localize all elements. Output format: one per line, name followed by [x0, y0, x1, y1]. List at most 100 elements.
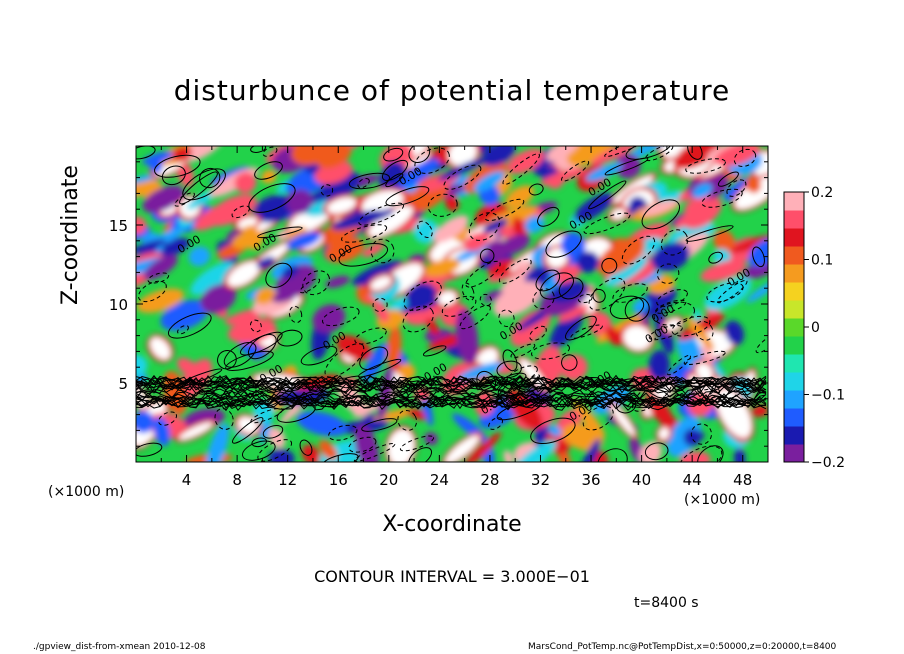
contour-line [249, 319, 262, 333]
contour-line [685, 225, 734, 242]
contour-line [328, 424, 358, 441]
field-blob [377, 366, 394, 420]
x-tick-label: 12 [278, 471, 297, 489]
field-blob [730, 234, 768, 253]
field-blob [482, 218, 508, 234]
contour-line [300, 345, 338, 366]
contour-line [137, 280, 167, 303]
colorbar-swatch [784, 372, 804, 391]
contour-line [257, 226, 303, 239]
field-blob [194, 201, 237, 231]
field-blob [493, 281, 542, 318]
field-blob [457, 362, 504, 382]
contour-line [671, 315, 711, 337]
field-blob [150, 337, 171, 360]
contour-line [496, 360, 522, 379]
contour-line [531, 342, 570, 360]
contour-line [357, 177, 370, 189]
contour-line [529, 325, 547, 341]
contour-line [577, 293, 593, 304]
contour-line [262, 146, 278, 157]
x-units-right: (×1000 m) [684, 492, 761, 508]
field-blob [200, 283, 237, 314]
contour-line [588, 180, 627, 210]
contour-line [179, 171, 218, 205]
x-tick-label: 20 [379, 471, 398, 489]
contour-line [247, 333, 277, 360]
field-blob [524, 215, 545, 234]
contour-line [153, 154, 201, 178]
field-blob [261, 169, 277, 184]
x-units-left: (×1000 m) [48, 484, 125, 500]
contour-line [225, 350, 274, 371]
contour-line [592, 288, 606, 303]
contour-line [588, 277, 626, 311]
colorbar-swatch [784, 318, 804, 337]
field-blob [272, 288, 300, 303]
colorbar-tick-label: 0 [811, 320, 820, 336]
contour-line [570, 324, 603, 339]
contour-line [408, 447, 433, 462]
field-blob [143, 254, 178, 280]
field-blob [514, 260, 533, 271]
field-blob [153, 416, 171, 447]
contour-line [502, 153, 540, 185]
field-blob [136, 354, 148, 376]
field-blob [362, 242, 385, 258]
field-blob [286, 231, 321, 250]
field-blob [746, 279, 768, 303]
field-blob [506, 388, 543, 430]
field-blob [560, 232, 586, 259]
field-blob [400, 298, 440, 313]
field-blob [745, 175, 762, 194]
field-blob [188, 246, 211, 267]
x-tick-label: 36 [581, 471, 600, 489]
colorbar-swatch [784, 282, 804, 301]
field-blob [190, 261, 235, 296]
contour-line [136, 146, 156, 160]
field-blob [368, 205, 413, 238]
contour-line [701, 188, 743, 208]
contour-line [479, 293, 492, 307]
contour-line [136, 392, 767, 405]
contour-line [136, 375, 767, 388]
y-tick-label: 15 [109, 217, 128, 235]
contour-line [498, 309, 515, 327]
contour-line [685, 158, 726, 174]
field-blob [683, 428, 702, 447]
field-blob [546, 146, 580, 162]
contour-line [354, 327, 387, 345]
contour-line [248, 183, 296, 213]
contour-line [265, 262, 293, 288]
field-blob [232, 230, 266, 249]
contour-line [167, 312, 212, 339]
contour-line [241, 440, 276, 461]
x-tick-label: 24 [430, 471, 449, 489]
x-tick-label: 32 [531, 471, 550, 489]
field-blob [546, 247, 568, 268]
contour-line [370, 238, 395, 264]
contour-line [136, 388, 767, 401]
contour-line [136, 387, 767, 401]
field-blob [256, 256, 275, 269]
contour-line [403, 280, 442, 311]
colorbar: 0.2 0.1 0 −0.1 −0.2 [783, 185, 845, 471]
field-blob [596, 236, 645, 275]
contour-line [199, 167, 221, 189]
contour-line [644, 442, 669, 461]
contour-line [558, 277, 584, 300]
contour-line [561, 354, 578, 371]
field-blob [696, 362, 713, 382]
field-blob [576, 251, 600, 273]
contour-line [683, 350, 726, 365]
field-blob [734, 446, 746, 462]
field-blob [176, 357, 199, 377]
field-blob [227, 318, 277, 344]
field-blob [679, 451, 711, 462]
contour-line [324, 343, 365, 378]
field-blob [373, 301, 390, 322]
field-blob [362, 343, 388, 384]
field-blob [327, 197, 357, 214]
